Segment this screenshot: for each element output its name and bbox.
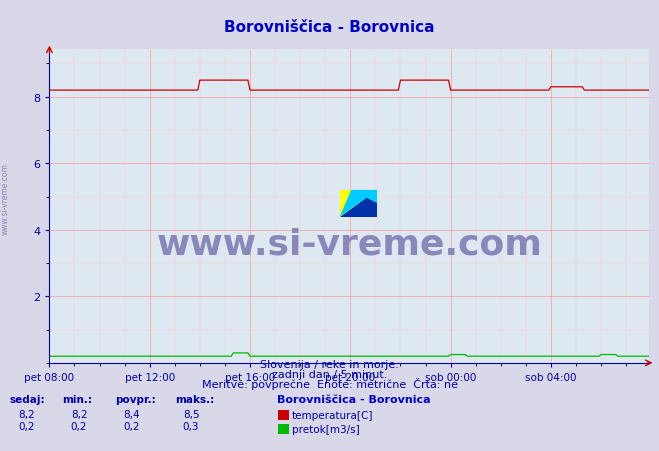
Text: maks.:: maks.: [175,394,214,404]
Polygon shape [340,190,378,217]
Text: povpr.:: povpr.: [115,394,156,404]
Text: 8,2: 8,2 [71,409,88,419]
Text: Slovenija / reke in morje.: Slovenija / reke in morje. [260,359,399,369]
Text: 8,5: 8,5 [183,409,200,419]
Text: temperatura[C]: temperatura[C] [292,410,374,420]
Text: 8,4: 8,4 [123,409,140,419]
Text: 8,2: 8,2 [18,409,35,419]
Text: www.si-vreme.com: www.si-vreme.com [1,162,10,235]
Text: 0,2: 0,2 [71,421,88,431]
Text: 0,2: 0,2 [18,421,35,431]
Text: 0,3: 0,3 [183,421,200,431]
Text: 0,2: 0,2 [123,421,140,431]
Text: min.:: min.: [63,394,93,404]
Text: pretok[m3/s]: pretok[m3/s] [292,424,360,434]
Text: Borovniščica - Borovnica: Borovniščica - Borovnica [277,394,430,404]
Polygon shape [340,190,378,217]
Text: sedaj:: sedaj: [10,394,45,404]
Text: Borovniščica - Borovnica: Borovniščica - Borovnica [224,20,435,35]
Text: Meritve: povprečne  Enote: metrične  Črta: ne: Meritve: povprečne Enote: metrične Črta:… [202,377,457,389]
Text: zadnji dan / 5 minut.: zadnji dan / 5 minut. [272,369,387,379]
Text: www.si-vreme.com: www.si-vreme.com [156,227,542,261]
Polygon shape [340,190,378,217]
Polygon shape [351,190,378,204]
